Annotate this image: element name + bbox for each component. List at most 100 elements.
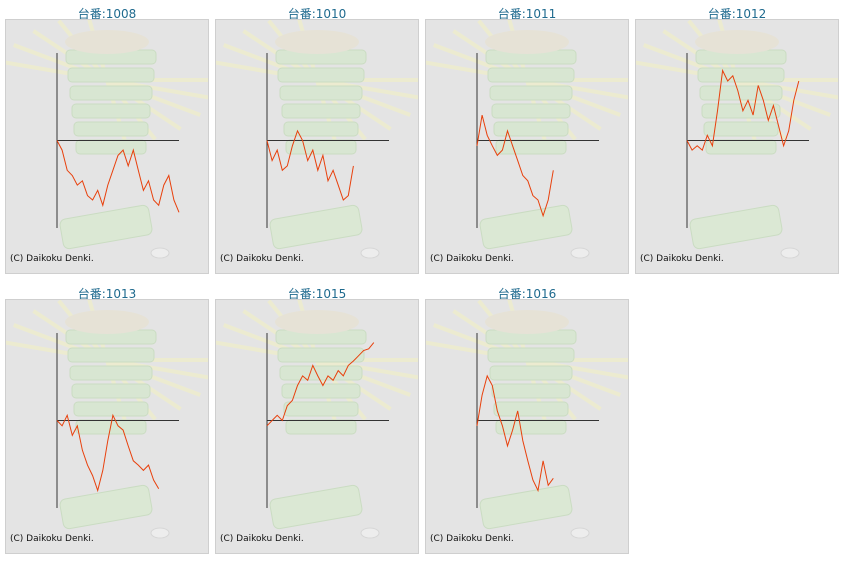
chart: (C) Daikoku Denki. [630, 14, 845, 264]
tray-layer [495, 419, 567, 435]
watermark: (C) Daikoku Denki. [10, 534, 94, 544]
chart-panel: (C) Daikoku Denki. [420, 294, 637, 554]
data-line [266, 342, 375, 427]
tray-layer [67, 67, 155, 83]
tray-layer [73, 401, 149, 417]
chart-title: 台番:1013 [77, 287, 137, 301]
data-line [476, 114, 554, 218]
dish [780, 247, 800, 259]
tray-layer [491, 383, 571, 399]
chart-panel: (C) Daikoku Denki. [210, 294, 427, 554]
chart-cell: 台番:1016 (C) Daikoku Denki. [420, 280, 637, 556]
chart: (C) Daikoku Denki. [420, 14, 637, 264]
rice [65, 310, 149, 334]
background-art [420, 14, 637, 259]
tray-layer [277, 347, 365, 363]
chart-panel: (C) Daikoku Denki. [630, 14, 845, 274]
rice [485, 30, 569, 54]
tray-layer [281, 103, 361, 119]
tray-layer [71, 383, 151, 399]
tray-layer [701, 103, 781, 119]
background-art [420, 294, 637, 539]
data-line [476, 374, 554, 493]
chart: (C) Daikoku Denki. [420, 294, 637, 544]
watermark: (C) Daikoku Denki. [10, 254, 94, 264]
tray-layer [489, 365, 573, 381]
chart: (C) Daikoku Denki. [0, 294, 217, 544]
tray-layer [279, 365, 363, 381]
background-art [210, 294, 427, 539]
background-art [0, 14, 217, 259]
ray [526, 358, 634, 381]
watermark: (C) Daikoku Denki. [430, 254, 514, 264]
rice [485, 310, 569, 334]
watermark: (C) Daikoku Denki. [220, 534, 304, 544]
tray-layer [489, 85, 573, 101]
tray-layer [493, 401, 569, 417]
tray-layer [285, 139, 357, 155]
tray-layer [697, 67, 785, 83]
watermark: (C) Daikoku Denki. [220, 254, 304, 264]
ray [316, 78, 424, 101]
data-line [686, 68, 800, 151]
dish [360, 247, 380, 259]
data-line [266, 129, 354, 201]
ray [736, 78, 844, 101]
chart-title: 台番:1008 [77, 7, 137, 21]
chart-panel: (C) Daikoku Denki. [0, 14, 217, 274]
ray [526, 78, 634, 101]
watermark: (C) Daikoku Denki. [430, 534, 514, 544]
tray-layer [285, 419, 357, 435]
bottom-tray [59, 484, 153, 530]
chart-title: 台番:1010 [287, 7, 347, 21]
rice [275, 310, 359, 334]
rice [65, 30, 149, 54]
tray-layer [69, 85, 153, 101]
background-art [630, 14, 845, 259]
data-line [56, 413, 160, 493]
tray-layer [487, 347, 575, 363]
tray-layer [493, 121, 569, 137]
tray-layer [495, 139, 567, 155]
chart-title: 台番:1012 [707, 7, 767, 21]
rice [275, 30, 359, 54]
tray-layer [73, 121, 149, 137]
watermark: (C) Daikoku Denki. [640, 254, 724, 264]
chart-cell: 台番:1008 (C) Daikoku Denki. [0, 0, 217, 276]
tray-layer [487, 67, 575, 83]
tray-layer [283, 121, 359, 137]
chart-panel: (C) Daikoku Denki. [0, 294, 217, 554]
chart-title: 台番:1011 [497, 7, 557, 21]
background-art [210, 14, 427, 259]
background-art [0, 294, 217, 539]
chart-cell: 台番:1015 (C) Daikoku Denki. [210, 280, 427, 556]
chart-cell: 台番:1012 (C) Daikoku Denki. [630, 0, 845, 276]
chart-title: 台番:1015 [287, 287, 347, 301]
tray-layer [69, 365, 153, 381]
bottom-tray [269, 204, 363, 250]
tray-layer [75, 139, 147, 155]
dish [570, 527, 590, 539]
tray-layer [705, 139, 777, 155]
bottom-tray [479, 204, 573, 250]
bottom-tray [689, 204, 783, 250]
bottom-tray [479, 484, 573, 530]
chart: (C) Daikoku Denki. [210, 14, 427, 264]
chart: (C) Daikoku Denki. [0, 14, 217, 264]
tray-layer [279, 85, 363, 101]
dish [150, 527, 170, 539]
tray-layer [71, 103, 151, 119]
tray-layer [699, 85, 783, 101]
tray-layer [283, 401, 359, 417]
ray [316, 358, 424, 381]
bottom-tray [59, 204, 153, 250]
rice [695, 30, 779, 54]
tray-layer [703, 121, 779, 137]
chart-panel: (C) Daikoku Denki. [420, 14, 637, 274]
chart-cell: 台番:1013 (C) Daikoku Denki. [0, 280, 217, 556]
dish [360, 527, 380, 539]
chart-cell: 台番:1010 (C) Daikoku Denki. [210, 0, 427, 276]
ray [106, 78, 214, 101]
chart-panel: (C) Daikoku Denki. [210, 14, 427, 274]
